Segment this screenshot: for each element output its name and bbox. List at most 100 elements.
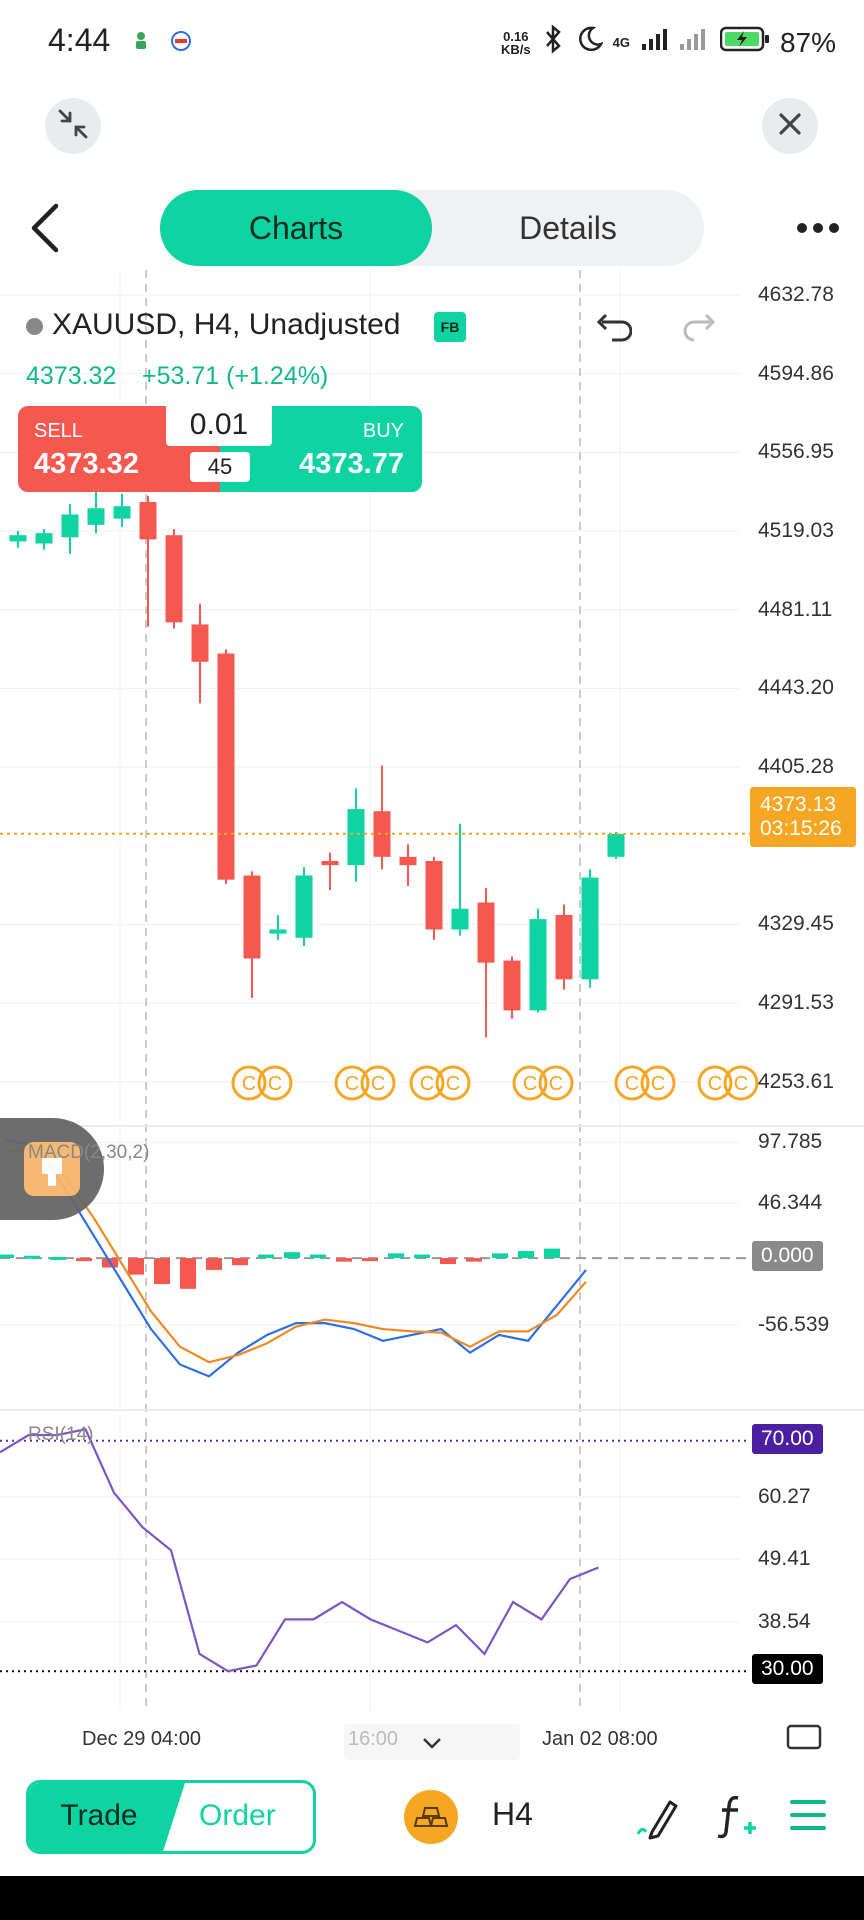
- svg-text:C: C: [651, 1073, 665, 1095]
- macd-histogram-bar: [388, 1253, 404, 1259]
- candle-body: [347, 809, 365, 866]
- candle-body: [113, 506, 131, 519]
- macd-histogram-bar: [50, 1256, 66, 1260]
- close-icon: [777, 111, 803, 142]
- quick-trade-box: SELL 4373.32 BUY 4373.77: [18, 406, 422, 492]
- candle-body: [243, 875, 261, 959]
- status-time: 4:44: [48, 22, 111, 58]
- candle-body: [9, 535, 27, 542]
- system-nav-bar: [0, 1876, 864, 1920]
- tab-details[interactable]: Details: [519, 209, 617, 246]
- candle-body: [607, 834, 625, 857]
- more-dots-icon: [796, 223, 840, 240]
- candle-body: [529, 919, 547, 1011]
- net-speed-unit: KB/s: [500, 41, 531, 57]
- minimize-button[interactable]: [45, 98, 101, 154]
- last-price: 4373.32: [26, 362, 117, 390]
- x-label-3: Jan 02 08:00: [542, 1728, 658, 1750]
- bluetooth-icon: [541, 24, 565, 61]
- symbol-info[interactable]: XAUUSD, H4, Unadjusted: [52, 308, 401, 341]
- redo-button[interactable]: [680, 308, 720, 351]
- tab-charts[interactable]: Charts: [160, 190, 432, 266]
- candle-body: [217, 653, 235, 880]
- macd-histogram-bar: [232, 1258, 248, 1266]
- spread-value: 45: [190, 452, 250, 482]
- candle-body: [269, 929, 287, 934]
- close-button[interactable]: [762, 98, 818, 154]
- candle-body: [165, 535, 183, 623]
- market-status-dot: [26, 318, 43, 335]
- macd-histogram-bar: [24, 1255, 40, 1259]
- svg-text:C: C: [549, 1073, 563, 1095]
- menu-button[interactable]: [790, 1798, 826, 1837]
- buy-price: 4373.77: [299, 448, 404, 480]
- price-axis-label: 4556.95: [758, 440, 834, 464]
- more-button[interactable]: [796, 220, 840, 241]
- price-axis-label: 4329.45: [758, 912, 834, 936]
- back-button[interactable]: [26, 200, 66, 261]
- price-axis-label: 4632.78: [758, 282, 834, 306]
- timeframe-button[interactable]: H4: [492, 1796, 533, 1832]
- macd-histogram-bar: [544, 1248, 560, 1259]
- tab-switcher: Charts Details: [160, 190, 704, 266]
- trade-button[interactable]: Trade: [29, 1783, 185, 1851]
- macd-histogram-bar: [518, 1250, 534, 1259]
- sell-price: 4373.32: [34, 448, 139, 480]
- time-selector[interactable]: 16:00: [344, 1724, 520, 1760]
- macd-label: MACD(2,30,2): [28, 1142, 150, 1163]
- buy-label: BUY: [362, 420, 404, 442]
- function-add-icon: [716, 1795, 762, 1844]
- x-label-1: Dec 29 04:00: [82, 1728, 201, 1750]
- order-button[interactable]: Order: [199, 1799, 276, 1832]
- indicator-button[interactable]: [716, 1792, 762, 1845]
- price-axis-label: 4594.86: [758, 361, 834, 385]
- price-axis-label: 4481.11: [758, 597, 833, 621]
- hamburger-icon: [790, 1800, 826, 1836]
- countdown: 03:15:26: [760, 817, 842, 840]
- candle-body: [399, 856, 417, 866]
- signal-label: 4G: [612, 35, 630, 50]
- chevron-down-icon: [420, 1730, 444, 1759]
- candle-body: [321, 861, 339, 866]
- candle-body: [425, 861, 443, 930]
- floating-assistant[interactable]: [0, 1118, 104, 1220]
- fb-badge: FB: [434, 312, 466, 342]
- macd-histogram-bar: [336, 1258, 352, 1262]
- undo-icon: [592, 313, 633, 350]
- candle-body: [35, 533, 53, 544]
- svg-text:C: C: [708, 1073, 722, 1095]
- current-price-value: 4373.13: [760, 793, 836, 816]
- macd-histogram-bar: [206, 1258, 222, 1270]
- macd-histogram-bar: [76, 1258, 92, 1262]
- macd-line: [5, 1138, 587, 1378]
- svg-text:C: C: [523, 1073, 537, 1095]
- macd-axis-label: 97.785: [758, 1130, 823, 1154]
- svg-text:C: C: [625, 1073, 639, 1095]
- signal-icon: [640, 26, 710, 59]
- draw-button[interactable]: [634, 1794, 680, 1845]
- undo-button[interactable]: [592, 308, 633, 351]
- fullscreen-button[interactable]: [786, 1722, 822, 1757]
- symbol-icon-button[interactable]: [404, 1790, 458, 1844]
- candle-body: [139, 502, 157, 540]
- rsi-axis-label: 30.00: [752, 1654, 823, 1685]
- x-label-2: 16:00: [348, 1728, 399, 1750]
- pencil-icon: [634, 1800, 680, 1844]
- price-axis-label: 4519.03: [758, 519, 834, 542]
- macd-histogram-bar: [128, 1258, 144, 1275]
- macd-histogram-bar: [440, 1258, 456, 1264]
- rsi-axis-label: 38.54: [758, 1610, 811, 1633]
- macd-histogram-bar: [180, 1258, 196, 1289]
- chart-canvas[interactable]: [0, 270, 864, 1760]
- candle-body: [87, 508, 105, 525]
- macd-axis-label: -56.539: [758, 1312, 830, 1336]
- macd-histogram-bar: [466, 1258, 482, 1262]
- macd-histogram-bar: [0, 1254, 14, 1259]
- lot-input[interactable]: 0.01: [166, 404, 272, 446]
